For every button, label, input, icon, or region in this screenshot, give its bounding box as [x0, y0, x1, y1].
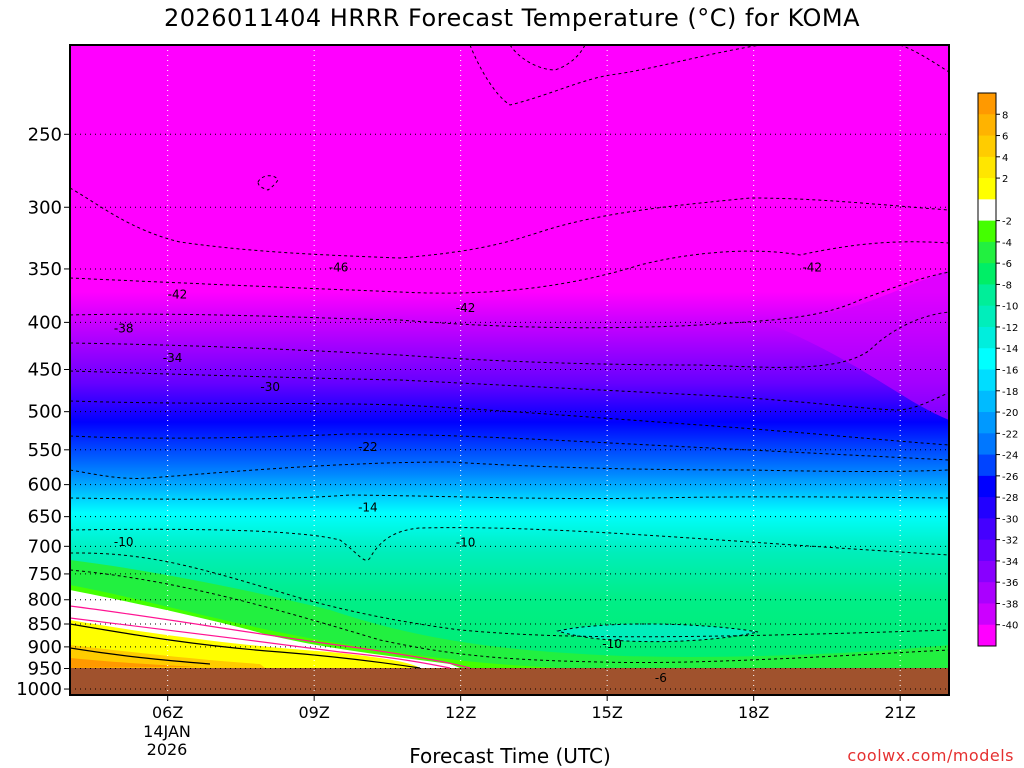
colorbar-swatch	[978, 369, 996, 392]
colorbar-swatch	[978, 93, 996, 115]
colorbar-label: -2	[1002, 217, 1012, 228]
colorbar-label: -38	[1002, 599, 1018, 610]
colorbar-swatch	[978, 326, 996, 349]
colorbar-label: 6	[1002, 132, 1008, 143]
colorbar-label: -28	[1002, 493, 1018, 504]
y-tick-label: 550	[28, 440, 62, 461]
date-label-day: 14JAN	[143, 722, 191, 741]
y-tick-label: 400	[28, 312, 62, 333]
contour-labels: -46 -42 -42 -42 -38 -34 -30 -22 -14 -10 -10 -10 -6	[114, 261, 822, 685]
colorbar-swatch	[978, 390, 996, 413]
colorbar-label: -12	[1002, 323, 1018, 334]
colorbar-swatch	[978, 178, 996, 200]
colorbar-swatch	[978, 135, 996, 158]
colorbar-label: -32	[1002, 536, 1018, 547]
y-tick-label: 750	[28, 564, 62, 585]
contour-label: -22	[358, 440, 378, 454]
colorbar-swatch	[978, 497, 996, 519]
y-tick-label: 650	[28, 507, 62, 528]
y-tick-label: 350	[28, 259, 62, 280]
contour-label: -10	[114, 535, 134, 549]
colorbar-swatch	[978, 348, 996, 370]
y-tick-label: 250	[28, 124, 62, 145]
colorbar-label: -10	[1002, 302, 1018, 313]
contour-label: -30	[260, 380, 280, 394]
contour-label: -10	[456, 536, 476, 550]
colorbar-label: -4	[1002, 238, 1012, 249]
colorbar-label: -22	[1002, 429, 1018, 440]
y-tick-label: 300	[28, 197, 62, 218]
colorbar-swatch	[978, 412, 996, 434]
y-tick-label: 700	[28, 536, 62, 557]
colorbar-swatch	[978, 220, 996, 243]
x-tick-label: 18Z	[738, 703, 769, 722]
colorbar-label: 2	[1002, 174, 1008, 185]
colorbar-label: -14	[1002, 344, 1018, 355]
contour-label: -10	[602, 637, 622, 651]
x-tick-label: 09Z	[299, 703, 330, 722]
colorbar-label: -16	[1002, 366, 1018, 377]
colorbar-swatch	[978, 454, 996, 477]
x-tick-label: 21Z	[885, 703, 916, 722]
colorbar-label: -36	[1002, 578, 1018, 589]
colorbar-label: -40	[1002, 621, 1018, 632]
colorbar-label: -24	[1002, 451, 1018, 462]
colorbar-label: 8	[1002, 110, 1008, 121]
contour-label: -42	[802, 261, 822, 275]
y-tick-label: 950	[28, 659, 62, 680]
colorbar: 8 6 4 2 -2 -4 -6 -8 -10 -12 -14 -16 -18 -20 -22 -24 -26 -…	[977, 92, 1018, 647]
y-tick-label: 800	[28, 590, 62, 611]
x-axis-label: Forecast Time (UTC)	[409, 744, 611, 768]
colorbar-swatch	[978, 263, 996, 285]
colorbar-swatch	[978, 582, 996, 604]
colorbar-swatch	[978, 560, 996, 583]
colorbar-label: -6	[1002, 259, 1012, 270]
heatmap-field	[70, 45, 949, 695]
chart-title: 2026011404 HRRR Forecast Temperature (°C…	[163, 4, 861, 32]
y-tick-label: 500	[28, 402, 62, 423]
y-tick-label: 600	[28, 475, 62, 496]
colorbar-label: -8	[1002, 280, 1012, 291]
colorbar-label: -20	[1002, 408, 1018, 419]
contour-label: -42	[168, 287, 188, 301]
colorbar-swatch	[978, 114, 996, 137]
colorbar-swatch	[978, 305, 996, 328]
y-tick-label: 450	[28, 360, 62, 381]
contour-label: -46	[329, 261, 349, 275]
colorbar-label: -30	[1002, 514, 1018, 525]
credit-link[interactable]: coolwx.com/models	[847, 746, 1014, 765]
colorbar-label: -18	[1002, 387, 1018, 398]
colorbar-swatch	[978, 624, 996, 647]
contour-label: -6	[655, 671, 667, 685]
colorbar-swatch	[978, 433, 996, 456]
contour-label: -14	[358, 501, 378, 515]
contour-label: -34	[163, 351, 183, 365]
colorbar-swatch	[978, 284, 996, 307]
date-label-year: 2026	[146, 740, 188, 759]
x-axis: 06Z 09Z 12Z 15Z 18Z 21Z	[152, 695, 916, 722]
y-tick-label: 850	[28, 614, 62, 635]
contour-lines	[70, 45, 949, 669]
colorbar-swatch	[978, 199, 996, 222]
x-tick-label: 06Z	[152, 703, 183, 722]
x-tick-label: 15Z	[592, 703, 623, 722]
contour-label: -42	[456, 301, 476, 315]
x-tick-label: 12Z	[445, 703, 476, 722]
colorbar-label: -34	[1002, 557, 1018, 568]
y-tick-label: 1000	[16, 679, 62, 700]
colorbar-swatch	[978, 475, 996, 498]
colorbar-swatch	[978, 518, 996, 541]
colorbar-swatch	[978, 241, 996, 264]
colorbar-swatch	[978, 603, 996, 626]
colorbar-swatch	[978, 156, 996, 179]
y-tick-label: 900	[28, 637, 62, 658]
contour-label: -38	[114, 321, 134, 335]
y-axis: 2503003504004505005506006507007508008509…	[16, 124, 70, 700]
plot-grid	[70, 45, 949, 695]
colorbar-label: -26	[1002, 472, 1018, 483]
colorbar-label: 4	[1002, 153, 1008, 164]
colorbar-swatch	[978, 539, 996, 562]
